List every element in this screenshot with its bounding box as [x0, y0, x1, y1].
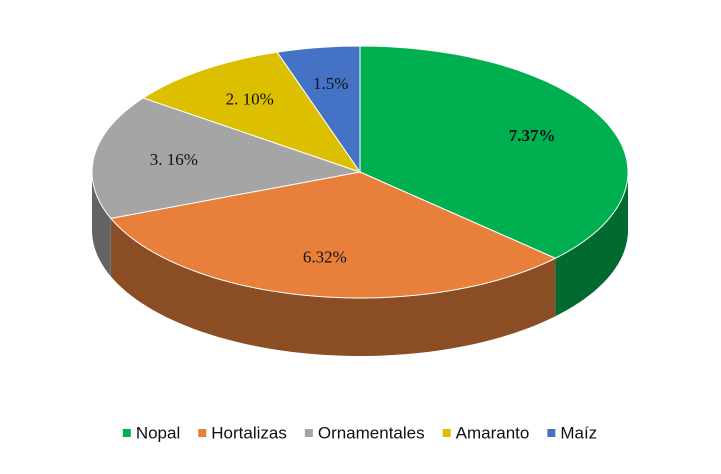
legend-marker: [122, 429, 131, 437]
slice-side: [555, 172, 628, 317]
slice: [109, 171, 557, 299]
slice: [359, 45, 629, 259]
slice: [142, 51, 362, 173]
data-label: 1.5%: [313, 74, 348, 93]
legend-label: Nopal: [136, 423, 180, 442]
legend-label: Hortalizas: [211, 423, 287, 442]
slice: [276, 45, 361, 174]
slice: [91, 97, 362, 219]
legend: Nopal Hortalizas Ornamentales Amaranto Maíz: [122, 423, 597, 442]
legend-marker: [442, 429, 451, 437]
slice-side: [110, 218, 556, 356]
legend-label: Maíz: [560, 423, 597, 442]
legend-marker: [304, 429, 313, 437]
legend-label: Ornamentales: [318, 423, 425, 442]
data-label: 6.32%: [303, 248, 347, 267]
slice-side: [92, 172, 111, 277]
legend-marker: [198, 429, 207, 437]
data-label: 3. 16%: [150, 150, 198, 169]
data-label: 2. 10%: [226, 90, 274, 109]
legend-marker: [547, 429, 556, 437]
legend-label: Amaranto: [456, 423, 530, 442]
data-label: 7.37%: [509, 126, 556, 145]
